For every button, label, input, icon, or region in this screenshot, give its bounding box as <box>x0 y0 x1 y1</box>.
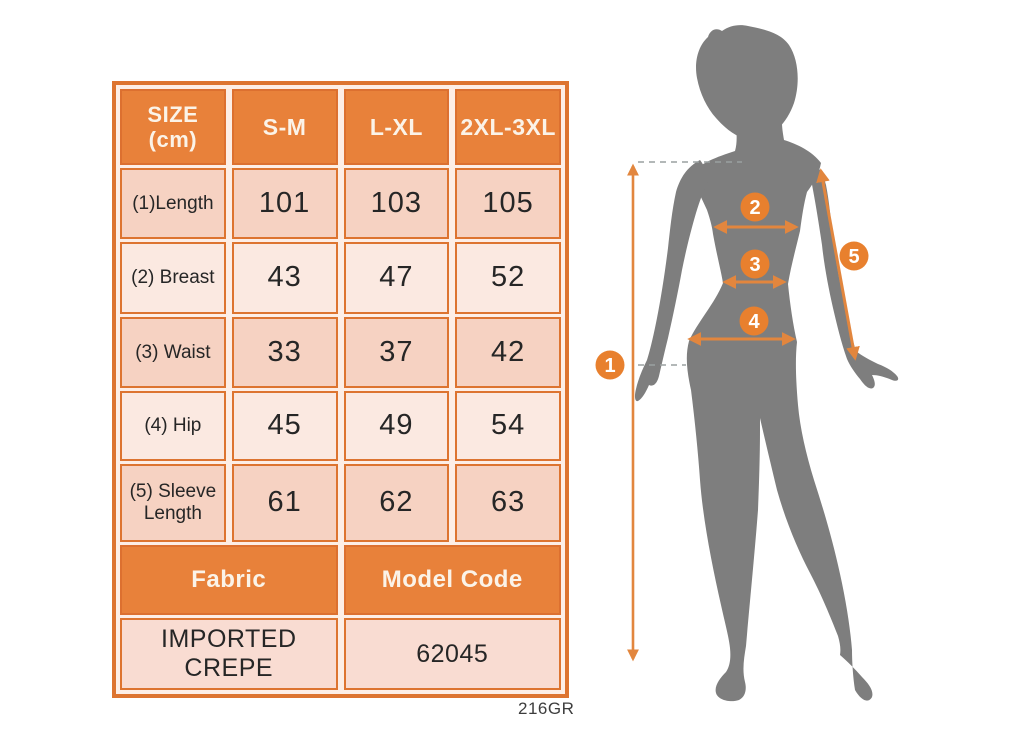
badge-5: 5 <box>839 241 869 271</box>
badge-3-label: 3 <box>749 254 760 276</box>
model-code-header-cell: Model Code <box>343 545 561 615</box>
column-header-2xl3xl: 2XL-3XL <box>455 89 561 165</box>
badge-5-circle <box>839 241 869 271</box>
sleeve-arrow <box>816 168 860 361</box>
badge-1: 1 <box>595 350 625 380</box>
measurement-figure: 1 2 3 4 5 <box>590 10 920 720</box>
value-length-lxl: 103 <box>343 168 450 239</box>
badge-2-label: 2 <box>749 197 760 219</box>
row-label-length: (1)Length <box>120 168 226 239</box>
row-label-breast: (2) Breast <box>120 242 226 314</box>
fabric-value-cell: IMPORTED CREPE <box>120 618 338 690</box>
value-waist-lxl: 37 <box>343 317 450 388</box>
column-header-sm: S-M <box>231 89 338 165</box>
value-waist-2xl3xl: 42 <box>455 317 561 388</box>
badge-1-circle <box>595 350 625 380</box>
size-header-cell: SIZE (cm) <box>120 89 226 165</box>
badge-3: 3 <box>740 249 770 279</box>
value-length-2xl3xl: 105 <box>455 168 561 239</box>
row-label-hip: (4) Hip <box>120 391 226 461</box>
badge-3-circle <box>740 249 770 279</box>
silhouette-head <box>696 25 798 140</box>
figure-svg: 1 2 3 4 5 <box>595 25 899 702</box>
row-label-waist: (3) Waist <box>120 317 226 388</box>
value-sleeve-sm: 61 <box>231 464 338 542</box>
value-breast-2xl3xl: 52 <box>455 242 561 314</box>
size-header-line1: SIZE <box>147 101 199 127</box>
silhouette-right-arm <box>807 158 899 389</box>
fabric-header-cell: Fabric <box>120 545 338 615</box>
badge-4-circle <box>739 306 769 336</box>
measurement-badges: 1 2 3 4 5 <box>595 192 869 380</box>
value-breast-sm: 43 <box>231 242 338 314</box>
value-hip-2xl3xl: 54 <box>455 391 561 461</box>
column-header-lxl: L-XL <box>343 89 450 165</box>
size-header-line2: (cm) <box>148 127 198 152</box>
value-hip-lxl: 49 <box>343 391 450 461</box>
value-hip-sm: 45 <box>231 391 338 461</box>
row-label-sleeve-length: (5) Sleeve Length <box>120 464 226 542</box>
badge-1-label: 1 <box>604 355 615 377</box>
measurement-arrows <box>627 163 860 662</box>
silhouette-left-arm <box>634 160 709 402</box>
size-chart-table: SIZE (cm) S-M L-XL 2XL-3XL (1)Length 101… <box>112 81 569 698</box>
value-sleeve-2xl3xl: 63 <box>455 464 561 542</box>
footnote-code: 216GR <box>518 699 575 718</box>
value-waist-sm: 33 <box>231 317 338 388</box>
badge-4: 4 <box>739 306 769 336</box>
value-length-sm: 101 <box>231 168 338 239</box>
badge-5-label: 5 <box>848 246 859 268</box>
badge-2: 2 <box>740 192 770 222</box>
badge-4-label: 4 <box>748 311 760 333</box>
silhouette-torso-legs <box>686 123 873 702</box>
value-breast-lxl: 47 <box>343 242 450 314</box>
female-silhouette <box>634 25 899 702</box>
model-code-value-cell: 62045 <box>343 618 561 690</box>
badge-2-circle <box>740 192 770 222</box>
value-sleeve-lxl: 62 <box>343 464 450 542</box>
